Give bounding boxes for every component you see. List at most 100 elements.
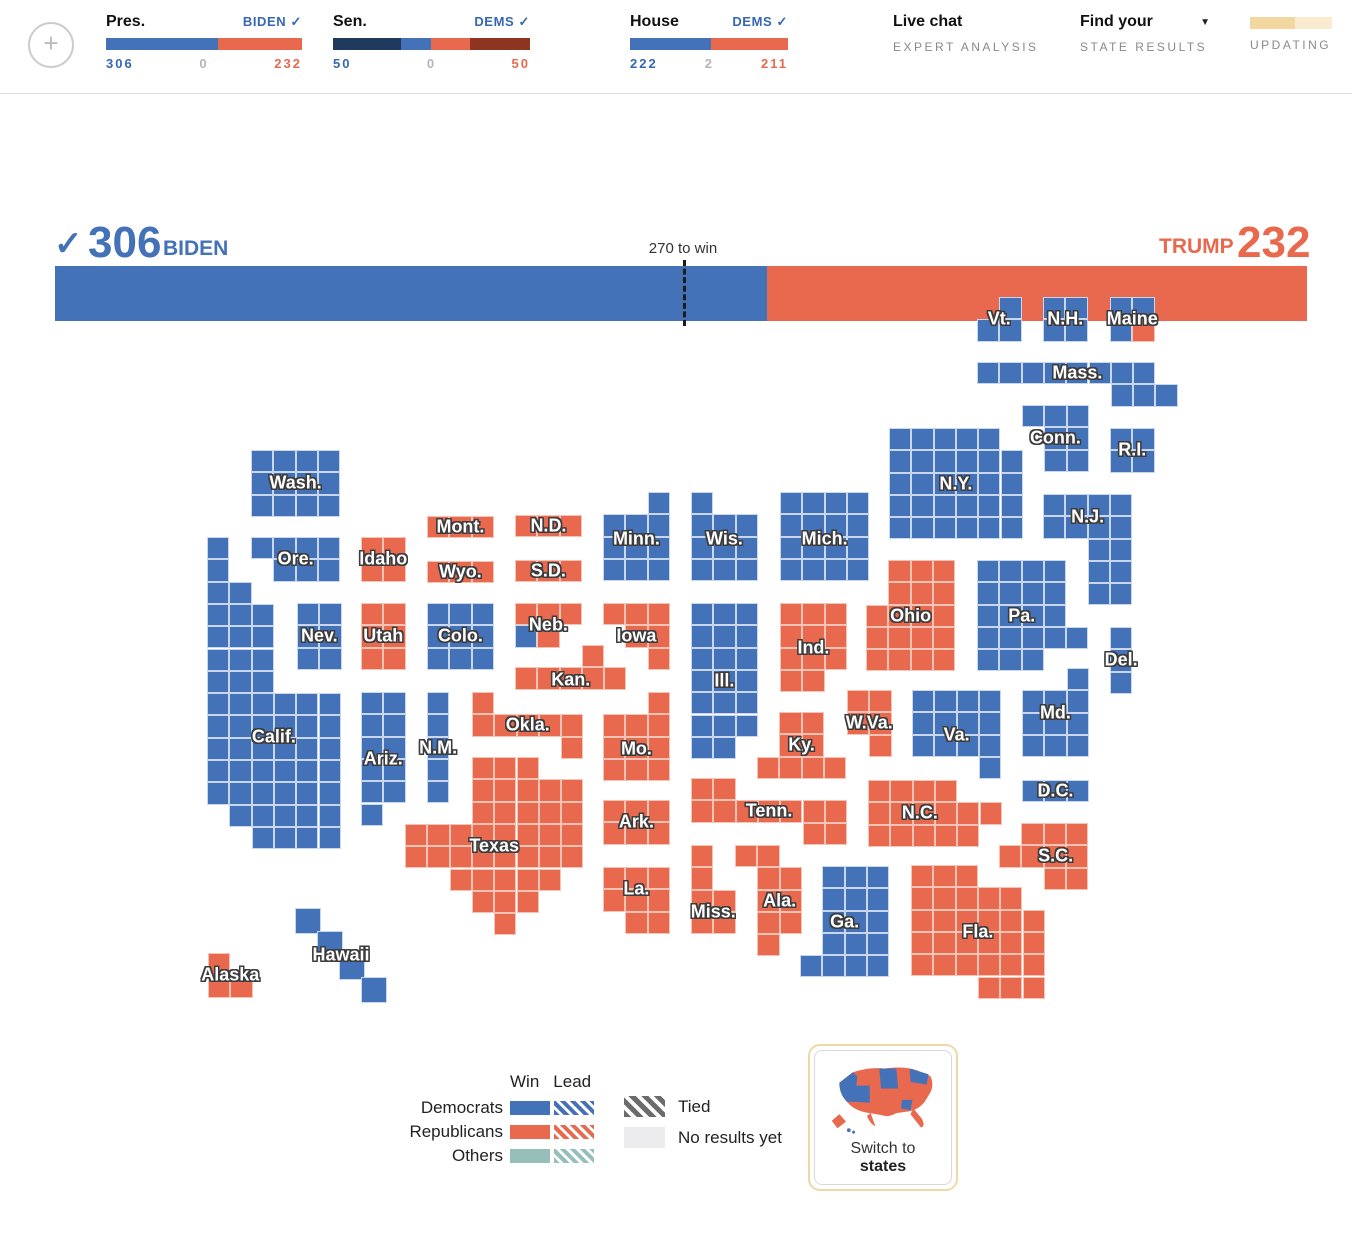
ev-square (822, 910, 845, 933)
ev-square (822, 888, 845, 911)
ev-square (932, 626, 956, 650)
ev-square (866, 910, 890, 933)
270-to-win-marker (683, 260, 687, 326)
race-summary-house[interactable]: House DEMS ✓ 222 2 211 (630, 13, 788, 71)
ev-square (691, 492, 714, 515)
ev-square (757, 911, 780, 935)
ev-square (1043, 516, 1066, 539)
find-your-state-dropdown[interactable]: Find your ▼ STATE RESULTS (1080, 13, 1210, 54)
ev-square (427, 692, 450, 715)
ev-square (1021, 626, 1044, 650)
ev-square (780, 603, 803, 626)
ev-square (757, 800, 781, 823)
ev-square (779, 889, 802, 912)
check-icon: ✓ (776, 14, 788, 29)
ev-square (691, 800, 714, 823)
ev-square (516, 868, 539, 891)
ev-square (229, 670, 252, 694)
race-name: Sen. (333, 13, 367, 30)
ev-square (207, 670, 230, 694)
ev-square (318, 737, 341, 760)
ev-square (427, 846, 450, 869)
ev-square (1043, 604, 1067, 627)
ev-square (647, 822, 670, 845)
ev-square (822, 866, 845, 889)
ev-square (251, 537, 274, 560)
ev-square (647, 692, 670, 715)
ev-square (779, 911, 802, 935)
ev-square (625, 911, 648, 934)
ev-square (251, 737, 274, 760)
ev-square (802, 536, 825, 559)
ev-square (912, 734, 935, 757)
ev-square (1132, 319, 1155, 342)
ev-square (494, 757, 517, 780)
ev-square (427, 516, 450, 539)
trump-label: TRUMP (1159, 235, 1234, 258)
ev-square (1066, 690, 1089, 713)
ev-square (296, 760, 319, 783)
ev-square (1043, 297, 1066, 320)
ev-square (713, 625, 736, 648)
bar-segment (710, 38, 788, 50)
ev-square (625, 736, 648, 759)
ev-square (1043, 560, 1067, 583)
rep-count: 211 (761, 56, 788, 71)
ev-square (449, 647, 472, 670)
plus-button[interactable]: + (28, 22, 74, 68)
ev-square (251, 472, 274, 495)
ev-square (889, 494, 912, 518)
ev-square (515, 515, 538, 538)
ev-square (713, 558, 736, 582)
switch-to-states-button[interactable]: Switch to states (808, 1044, 958, 1191)
ev-square (977, 319, 1000, 342)
ev-square (846, 558, 870, 582)
ev-square (251, 760, 274, 783)
ev-square (934, 780, 958, 803)
ev-square (846, 514, 870, 537)
ev-square (934, 802, 958, 825)
ev-square (625, 625, 648, 648)
ev-square (955, 887, 978, 910)
ev-square (757, 867, 780, 890)
ev-square (647, 758, 670, 782)
ev-square (297, 603, 320, 626)
ev-square (911, 517, 934, 540)
ev-square (603, 603, 626, 626)
ev-square (296, 782, 319, 805)
ev-square (603, 514, 626, 537)
tied-label: Tied (678, 1096, 711, 1116)
ev-square (1022, 780, 1045, 803)
race-summary-president[interactable]: Pres. BIDEN ✓ 306 0 232 (106, 13, 302, 71)
ev-square (538, 779, 562, 802)
ev-square (978, 756, 1002, 780)
updating-status: UPDATING (1250, 17, 1332, 52)
legend-win-header: Win (510, 1072, 540, 1091)
ev-square (978, 734, 1002, 757)
ev-square (229, 626, 252, 649)
ev-square (1043, 319, 1066, 342)
ev-square (888, 560, 911, 583)
ev-square (471, 603, 494, 626)
ev-square (229, 581, 252, 604)
ev-square (625, 889, 648, 912)
ev-square (780, 536, 803, 559)
ev-square (1022, 954, 1045, 977)
ev-square (538, 846, 562, 869)
ev-square (1109, 516, 1133, 539)
race-summary-senate[interactable]: Sen. DEMS ✓ 50 0 50 (333, 13, 530, 71)
ev-square (229, 648, 252, 671)
bar-segment (400, 38, 431, 50)
ev-square (713, 736, 736, 760)
ev-square (537, 667, 560, 690)
ev-square (779, 734, 802, 757)
live-chat-link[interactable]: Live chat EXPERT ANALYSIS (893, 13, 1039, 54)
trump-electoral-votes: 232 (1237, 218, 1311, 267)
bar-segment (469, 38, 530, 50)
ev-square (1133, 362, 1156, 385)
other-count: 0 (199, 56, 209, 71)
ev-square (932, 649, 956, 672)
ev-square (537, 603, 560, 626)
ev-square (802, 669, 825, 693)
ev-square (822, 932, 845, 956)
